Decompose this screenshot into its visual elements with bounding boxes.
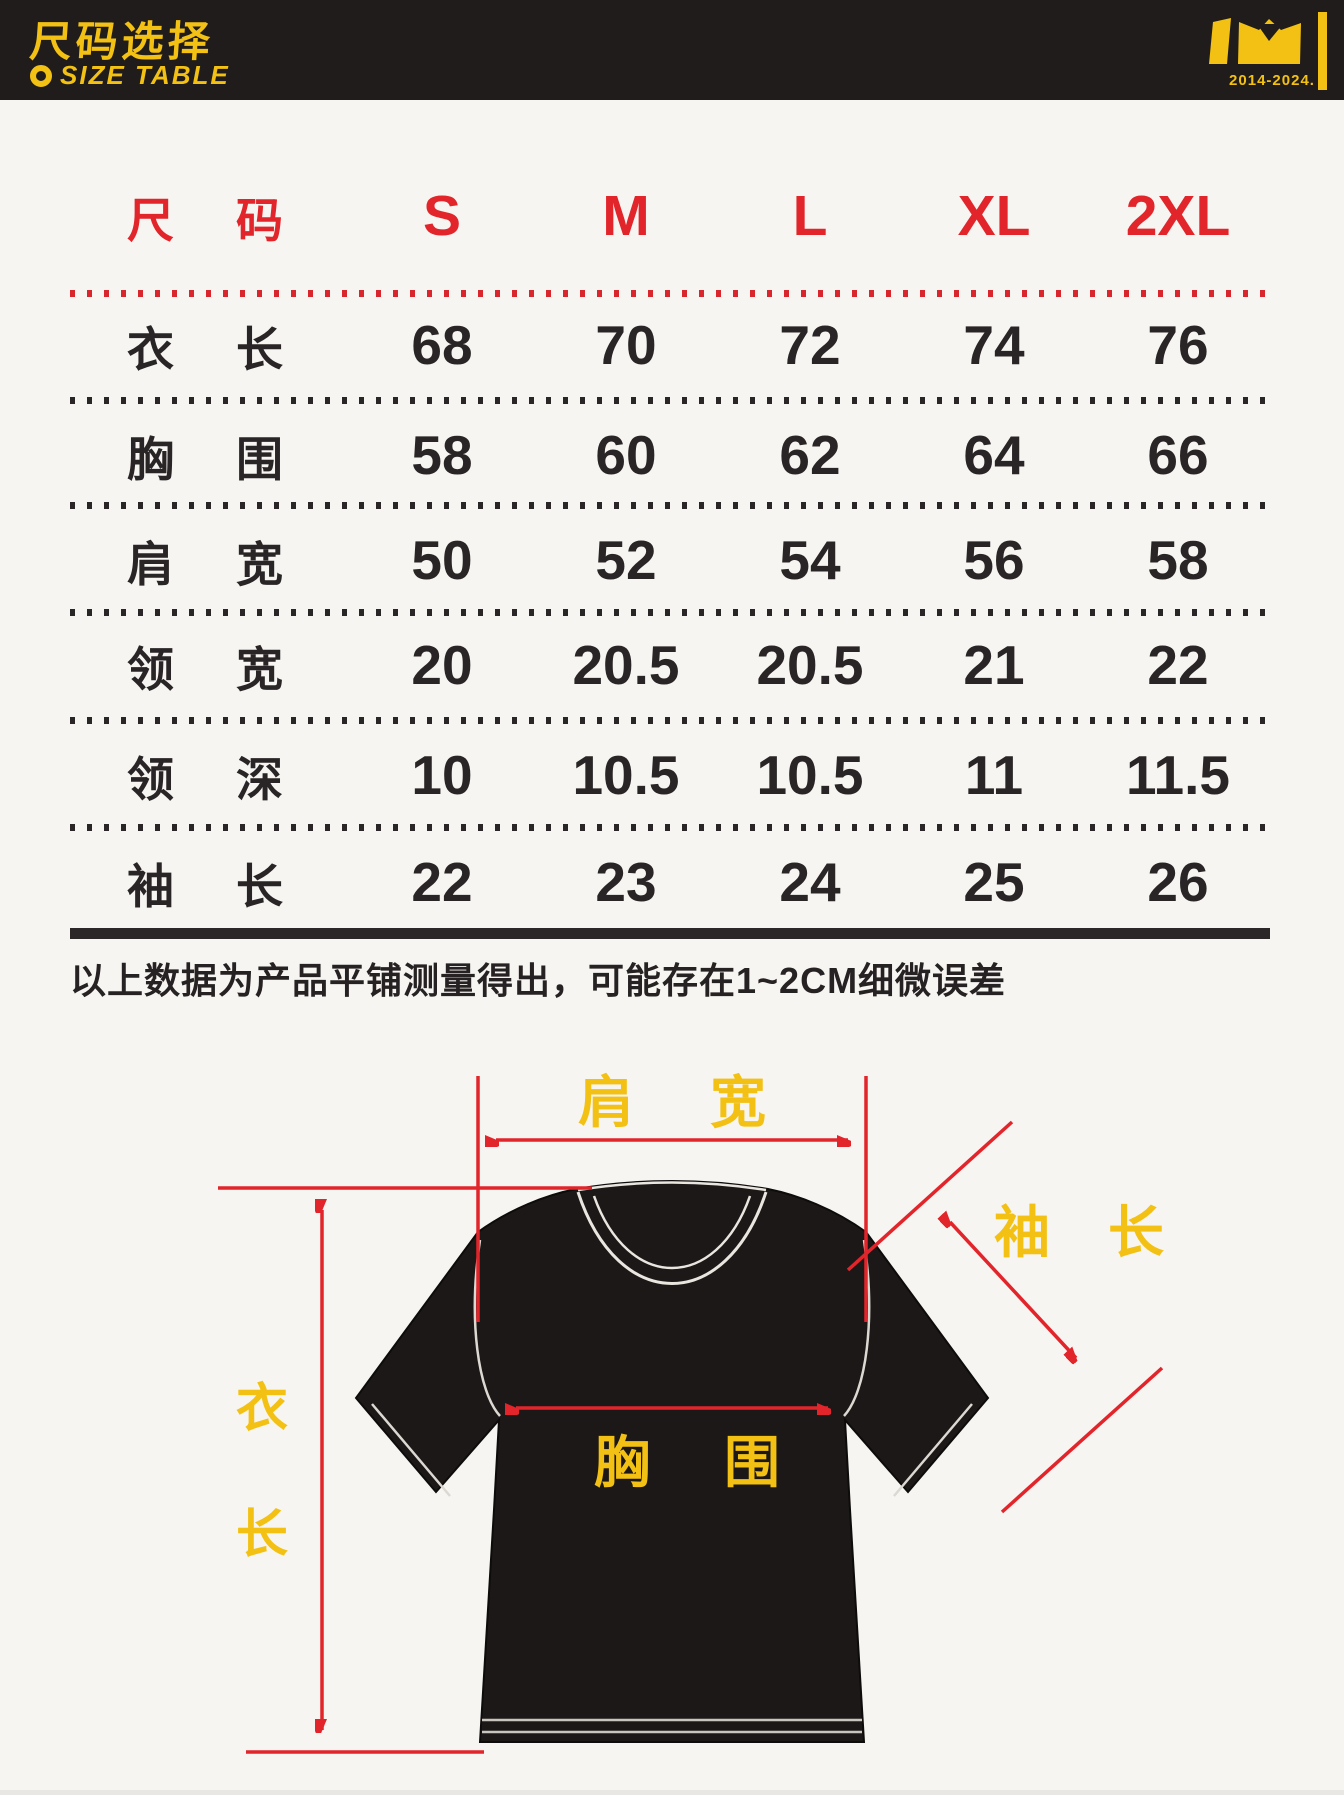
cell-value: 20: [411, 634, 473, 696]
dotted-divider: [70, 824, 1270, 831]
measurement-lines: [218, 1076, 1164, 1754]
shoulder-label-char1: 肩: [578, 1071, 634, 1134]
dotted-divider: [70, 502, 1270, 509]
cell-value: 68: [411, 314, 473, 376]
cell-value: 20.5: [572, 634, 680, 696]
dotted-divider: [70, 397, 1270, 404]
column-header-2xl: 2XL: [1125, 184, 1231, 248]
cell-value: 25: [963, 851, 1025, 913]
cell-value: 26: [1147, 851, 1209, 913]
column-header-xl: XL: [957, 184, 1031, 248]
table-corner-label: 尺码: [127, 193, 345, 247]
column-header-s: S: [422, 184, 462, 248]
table-header-row: 尺码 S M L XL 2XL: [70, 180, 1270, 252]
collar-outer-line: [576, 1191, 768, 1285]
collar-inner-line: [592, 1195, 752, 1270]
table-row-neck-width: 领宽 20 20.5 20.5 21 22: [70, 630, 1270, 700]
cell-value: 11.5: [1125, 744, 1230, 806]
red-dotted-divider: [70, 290, 1270, 297]
cell-value: 62: [779, 424, 841, 486]
anniversary-years-label: 2014-2024.: [1229, 72, 1315, 89]
cell-value: 11: [964, 744, 1024, 806]
length-label-char1: 衣: [236, 1380, 288, 1438]
row-label: 肩宽: [127, 537, 345, 591]
chest-label-char2: 围: [724, 1431, 780, 1494]
cell-value: 21: [963, 634, 1025, 696]
table-row-chest: 胸围 58 60 62 64 66: [70, 420, 1270, 490]
cell-value: 10.5: [572, 744, 680, 806]
diagram-labels: 肩 宽 袖 长 胸 围 衣 长: [236, 1071, 1164, 1564]
row-label: 领宽: [127, 642, 345, 696]
sleeve-label-char2: 长: [1108, 1201, 1164, 1264]
cell-value: 10: [411, 744, 473, 806]
right-cuff-line: [893, 1403, 973, 1497]
measurement-disclaimer: 以上数据为产品平铺测量得出，可能存在1~2CM细微误差: [70, 960, 1007, 1001]
sleeve-length-arrow: [950, 1222, 1076, 1358]
tshirt-measurement-diagram: 肩 宽 袖 长 胸 围 衣 长: [0, 1000, 1344, 1790]
cell-value: 66: [1147, 424, 1209, 486]
page-subtitle-row: SIZE TABLE: [30, 60, 230, 91]
shoulder-label-char2: 宽: [710, 1071, 766, 1134]
tenth-anniversary-logo: [1209, 18, 1301, 64]
cell-value: 60: [595, 424, 657, 486]
table-row-neck-depth: 领深 10 10.5 10.5 11 11.5: [70, 740, 1270, 810]
bullseye-icon: [30, 64, 52, 87]
column-header-m: M: [602, 184, 650, 248]
cell-value: 74: [963, 314, 1025, 376]
cell-value: 22: [1147, 634, 1209, 696]
sleeve-ref-line-top: [846, 1120, 1014, 1272]
dotted-divider: [70, 717, 1270, 724]
table-row-shoulder: 肩宽 50 52 54 56 58: [70, 525, 1270, 595]
table-bottom-rule: [70, 928, 1270, 939]
cell-value: 23: [595, 851, 657, 913]
cell-value: 24: [779, 851, 841, 913]
table-row-garment-length: 衣长 68 70 72 74 76: [70, 310, 1270, 380]
table-row-sleeve: 袖长 22 23 24 25 26: [70, 847, 1270, 917]
cell-value: 22: [411, 851, 473, 913]
row-label: 胸围: [127, 432, 345, 486]
tshirt-illustration: [354, 1180, 990, 1743]
collar-top-line: [577, 1181, 767, 1192]
cell-value: 58: [1147, 529, 1209, 591]
header-bar: 尺码选择 SIZE TABLE 2014-2024.: [0, 0, 1344, 100]
dotted-divider: [70, 609, 1270, 616]
row-label: 领深: [127, 752, 345, 806]
cell-value: 54: [779, 529, 841, 591]
hem-lines: [482, 1718, 862, 1734]
row-label: 袖长: [127, 859, 345, 913]
cell-value: 10.5: [756, 744, 864, 806]
cell-value: 64: [963, 424, 1025, 486]
column-header-l: L: [792, 184, 828, 248]
cell-value: 50: [411, 529, 473, 591]
cell-value: 52: [595, 529, 657, 591]
length-label-char2: 长: [236, 1506, 288, 1564]
page-subtitle: SIZE TABLE: [60, 60, 230, 90]
sleeve-ref-line-bottom: [1000, 1366, 1164, 1514]
left-cuff-line: [371, 1403, 451, 1497]
cell-value: 20.5: [756, 634, 864, 696]
chest-label-char1: 胸: [594, 1431, 650, 1494]
cell-value: 72: [779, 314, 841, 376]
row-label: 衣长: [127, 322, 345, 376]
cell-value: 76: [1147, 314, 1209, 376]
header-accent-bar: [1318, 12, 1327, 90]
cell-value: 70: [595, 314, 657, 376]
sleeve-label-char1: 袖: [994, 1201, 1050, 1264]
cell-value: 58: [411, 424, 473, 486]
cell-value: 56: [963, 529, 1025, 591]
